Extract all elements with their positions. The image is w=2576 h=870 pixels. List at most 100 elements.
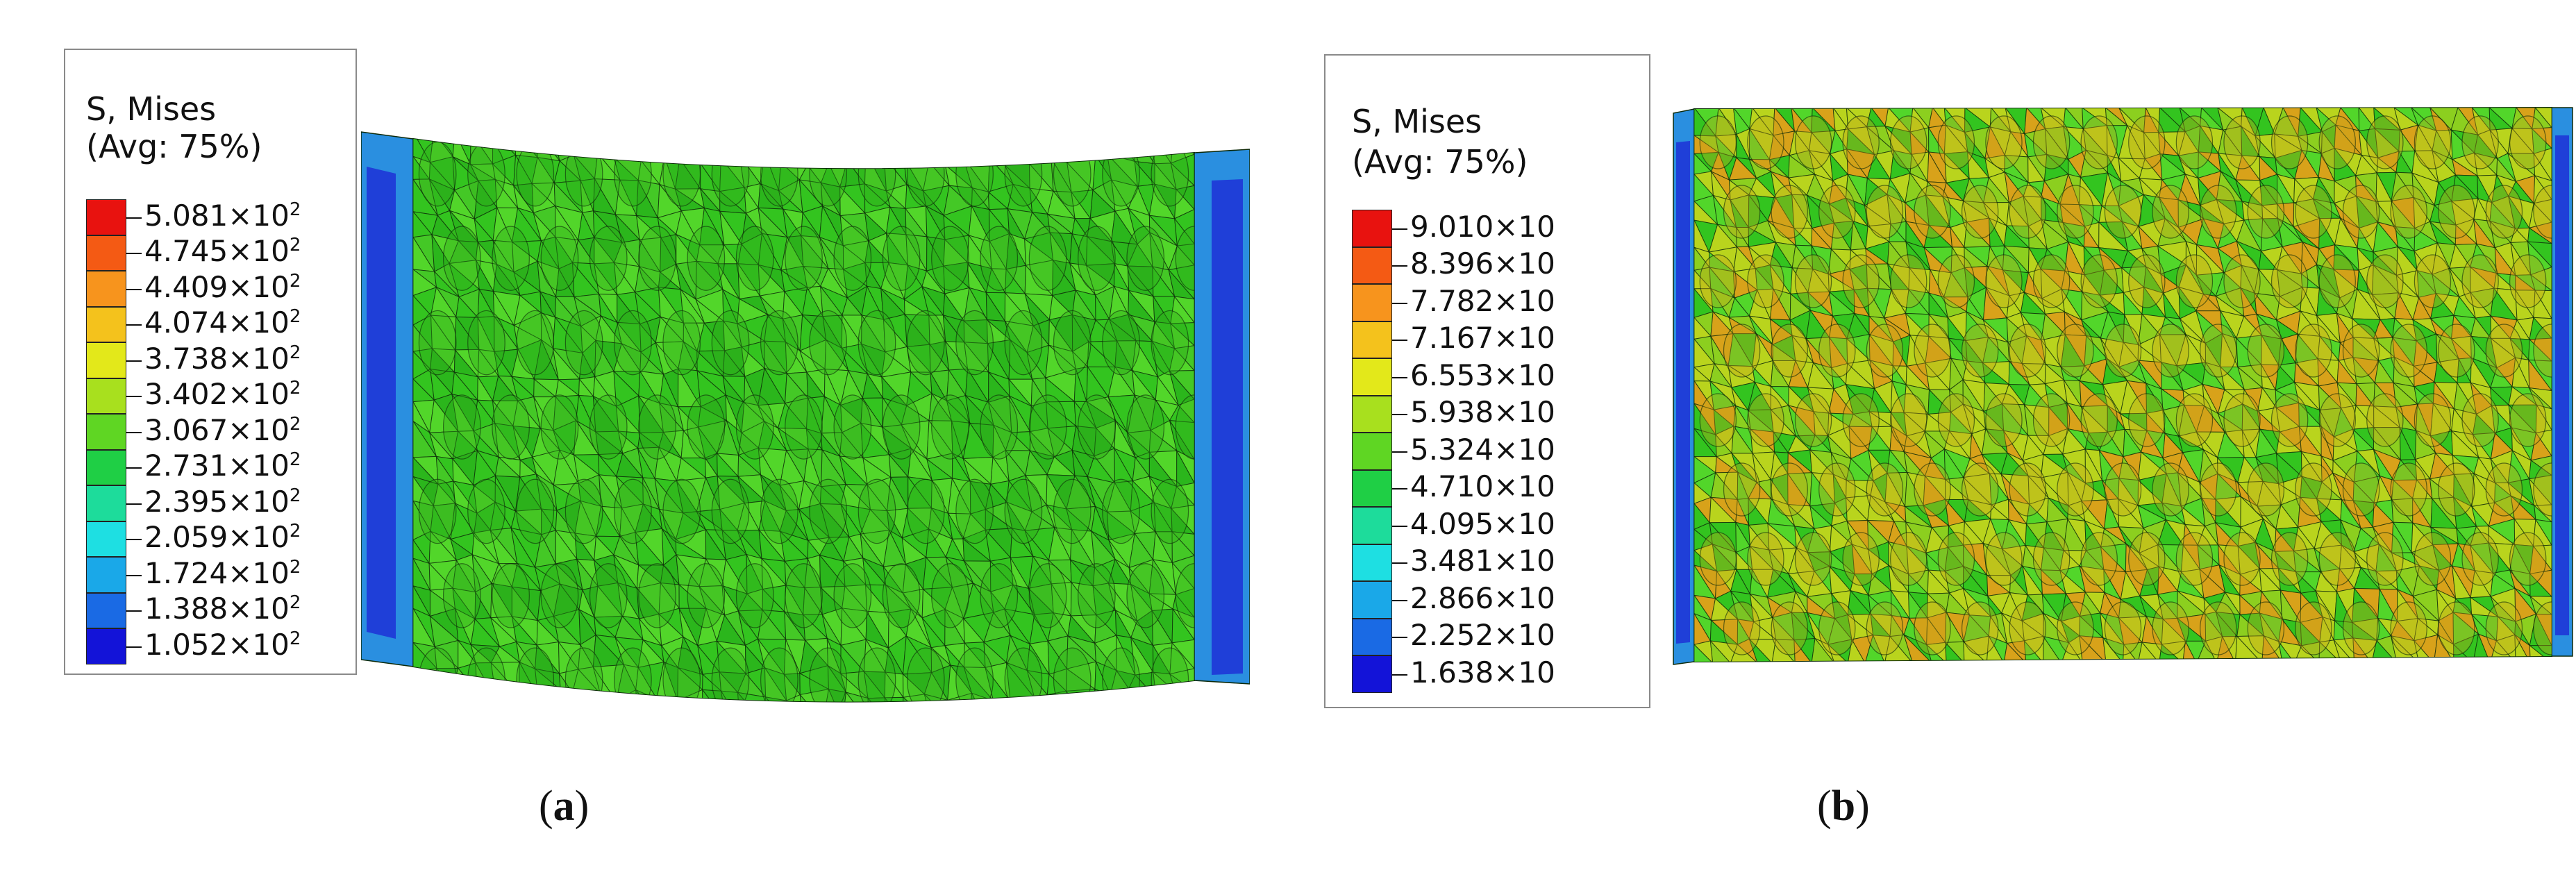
mesh-element [946, 139, 973, 158]
mesh-element [1045, 694, 1071, 702]
mesh-cell [931, 563, 969, 628]
mesh-element [1007, 700, 1027, 702]
mesh-cell [2223, 532, 2261, 586]
mesh-cell [2247, 462, 2285, 517]
mesh-cell [2414, 115, 2452, 169]
mesh-cell [833, 563, 872, 628]
legend-color-swatch [1352, 655, 1392, 693]
mesh-cell [2009, 324, 2046, 378]
mesh-cell [1818, 185, 1856, 239]
mesh-cell [1914, 601, 1951, 655]
mesh-cell [1102, 647, 1140, 702]
mesh-cell [1937, 115, 1975, 169]
legend-value-mantissa: 3.402×10 [144, 377, 290, 412]
legend-color-swatch [86, 521, 126, 557]
mesh-cell [711, 647, 750, 702]
legend-color-swatch [86, 235, 126, 271]
mesh-cell [2104, 601, 2142, 655]
legend-color-swatch [86, 342, 126, 378]
legend-tick [126, 610, 142, 612]
legend-value: 4.710×10 [1410, 472, 1555, 501]
mesh-element [910, 139, 930, 162]
mesh-left-edge-core [367, 167, 396, 639]
mesh-cell [980, 394, 1019, 460]
legend-color-swatch [1352, 284, 1392, 321]
mesh-cell [2270, 393, 2309, 447]
mesh-cell [492, 563, 530, 628]
legend-value-exponent: 2 [289, 485, 301, 506]
legend-tick [126, 288, 142, 290]
mesh-element [558, 688, 578, 702]
mesh-cell [1866, 324, 1904, 378]
mesh-cell [1794, 393, 1832, 447]
mesh-cell [1937, 532, 1975, 586]
legend-value-mantissa: 3.738×10 [144, 341, 290, 376]
mesh-cell [906, 310, 945, 376]
mesh-element [573, 139, 599, 156]
mesh-cell [2057, 462, 2094, 517]
legend-value: 2.059×102 [144, 522, 301, 552]
mesh-cell [1699, 254, 1737, 308]
legend-value: 3.067×102 [144, 415, 301, 445]
mesh-cell [2128, 532, 2166, 586]
mesh-element [903, 139, 930, 162]
mesh-element [1110, 694, 1136, 702]
legend-color-swatch [86, 485, 126, 521]
legend-value-mantissa: 2.731×10 [144, 449, 290, 483]
legend-color-swatch [86, 414, 126, 450]
mesh-cell [2485, 185, 2523, 239]
legend-a-title-line1: S, Mises [86, 90, 217, 128]
mesh-right-edge-core [2555, 135, 2569, 635]
mesh-cell [1890, 115, 1927, 169]
mesh-cell [2057, 185, 2094, 239]
mesh-cell [2342, 462, 2380, 517]
mesh-cell [418, 478, 457, 544]
mesh-cell [1842, 532, 1880, 586]
mesh-element [413, 692, 437, 702]
mesh-cell [2104, 324, 2142, 378]
mesh-cell [760, 647, 798, 702]
mesh-cell [882, 394, 921, 460]
legend-value: 1.388×102 [144, 594, 301, 624]
mesh-cell [1985, 393, 2023, 447]
mesh-cell [1078, 394, 1116, 460]
legend-value-mantissa: 4.095×10 [1410, 506, 1555, 541]
legend-value: 8.396×10 [1410, 249, 1555, 278]
mesh-element [496, 693, 520, 702]
mesh-cell [1723, 185, 1761, 239]
legend-a: S, Mises (Avg: 75%) 5.081×102 4.745×102 4.… [64, 49, 357, 675]
mesh-element [469, 690, 497, 702]
mesh-cell [2461, 532, 2499, 586]
mesh-cell [589, 226, 628, 291]
mesh-cell [2175, 254, 2214, 308]
mesh-cell [2080, 393, 2118, 447]
mesh-cell [2485, 462, 2523, 517]
mesh-cell [2366, 115, 2404, 169]
mesh-cell [1747, 254, 1784, 308]
legend-tick [126, 574, 142, 576]
mesh-cell [2342, 185, 2380, 239]
mesh-cell [1961, 185, 1999, 239]
mesh-cell [467, 478, 505, 544]
mesh-element [764, 139, 782, 164]
mesh-cell [442, 563, 481, 628]
mesh-cell [2318, 254, 2356, 308]
mesh-cell [955, 310, 994, 376]
mesh-element [580, 139, 600, 155]
mesh-cells [418, 141, 1194, 702]
mesh-left-edge-core [1676, 141, 1690, 644]
legend-value: 5.081×102 [144, 201, 301, 231]
mesh-element [946, 698, 970, 702]
legend-color-swatch [1352, 358, 1392, 396]
legend-value-exponent: 2 [289, 342, 301, 363]
mesh-cell [809, 141, 847, 207]
mesh-element [431, 692, 452, 702]
legend-value: 4.409×102 [144, 272, 301, 302]
mesh-cell [1151, 478, 1189, 544]
stress-contour-plot-a [361, 131, 1250, 703]
mesh-cell [1747, 115, 1784, 169]
mesh-element [571, 692, 601, 702]
mesh-cell [2080, 532, 2118, 586]
legend-value-mantissa: 5.081×10 [144, 198, 290, 233]
mesh-cell [2152, 324, 2189, 378]
